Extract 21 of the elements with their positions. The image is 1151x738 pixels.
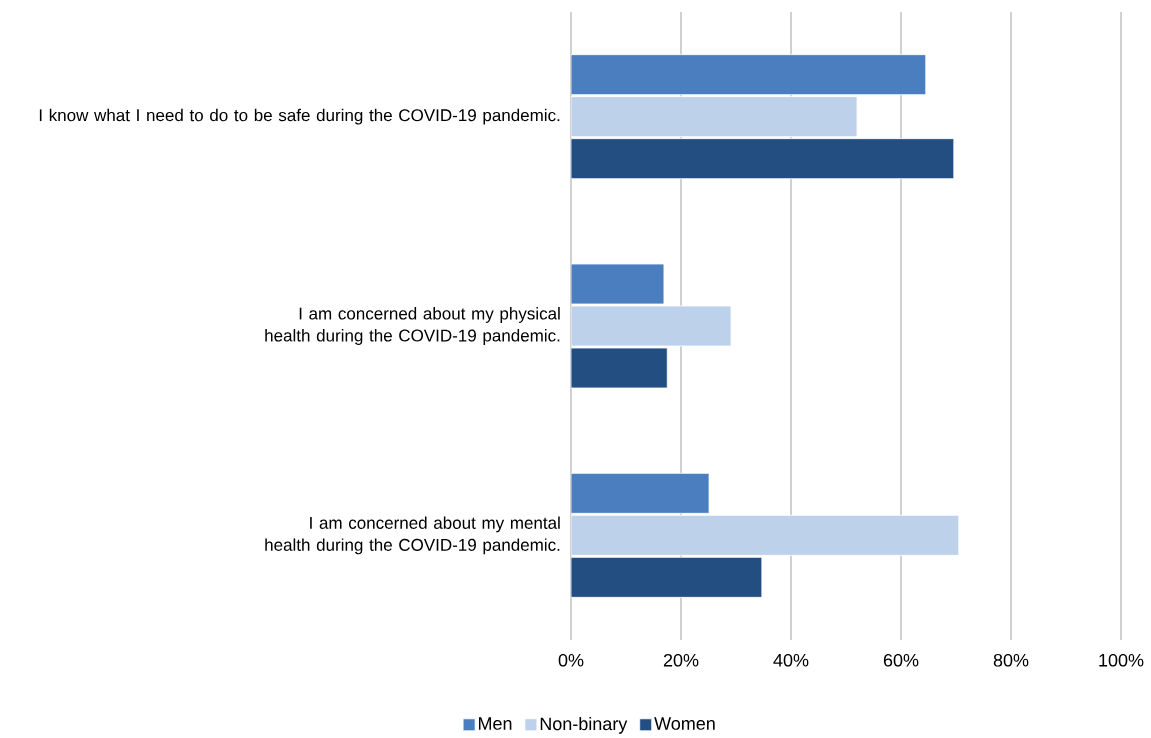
y-tick-label: I am concerned about my mental health during the COVID-19 pandemic. xyxy=(265,516,560,555)
bar xyxy=(571,514,960,556)
y-tick-label: I am concerned about my physical health during the COVID-19 pandemic. xyxy=(265,307,560,345)
x-tick-label: 40% xyxy=(773,653,809,667)
bar xyxy=(571,96,858,138)
x-tick-label: 80% xyxy=(993,653,1029,667)
bar xyxy=(571,305,732,347)
x-tick-label: 60% xyxy=(883,653,919,667)
bar xyxy=(571,472,710,514)
bar xyxy=(571,347,668,389)
legend-label: Women xyxy=(654,717,715,730)
x-tick-label: 20% xyxy=(663,653,699,667)
bar xyxy=(571,54,927,96)
x-tick-label: 100% xyxy=(1099,653,1144,667)
bar xyxy=(571,556,763,598)
legend-label: Non-binary xyxy=(540,716,628,734)
x-tick-label: 0% xyxy=(558,653,584,667)
bar xyxy=(571,138,955,180)
bar xyxy=(571,263,665,305)
y-tick-label: I know what I need to do to be safe during the COVID-19 pandemic. xyxy=(39,108,560,125)
legend-label: Men xyxy=(478,717,512,730)
